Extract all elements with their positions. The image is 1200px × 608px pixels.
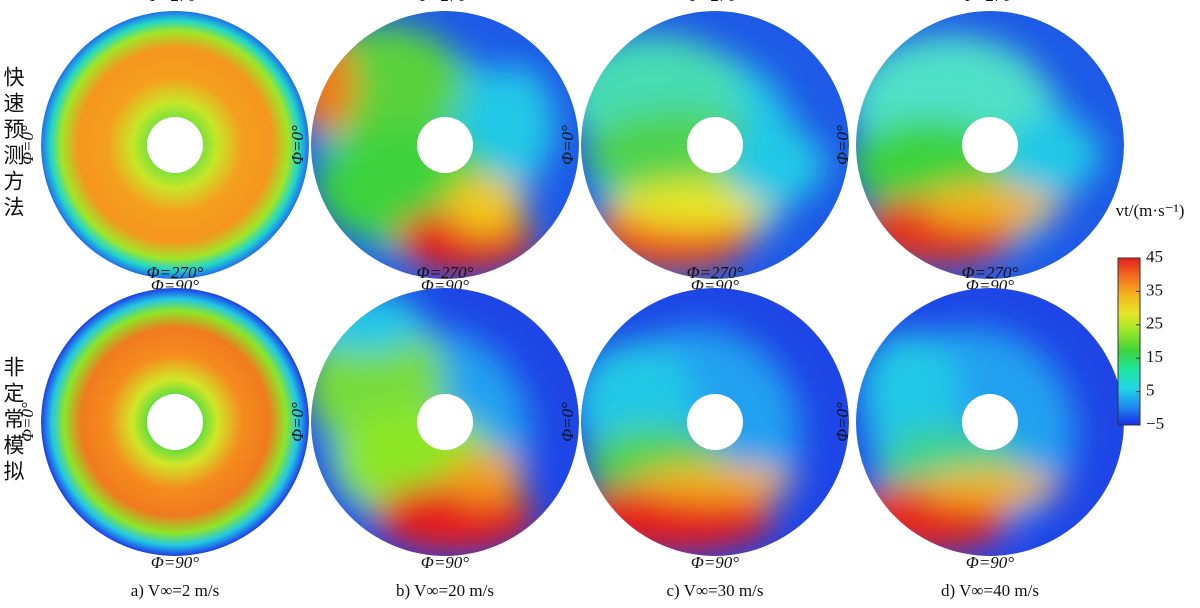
angle-label-top: Φ=270° (962, 263, 1019, 282)
hub-hole (417, 394, 473, 450)
angle-label-bottom: Φ=90° (421, 553, 469, 572)
angle-label-bottom: Φ=90° (966, 553, 1014, 572)
angle-label-left: Φ=0° (833, 125, 852, 165)
angle-label-top: Φ=270° (687, 263, 744, 282)
contour-blob (615, 180, 775, 230)
colorbar-tick-label: 45 (1146, 247, 1163, 266)
angle-label-left: Φ=0° (288, 125, 307, 165)
angle-label-top: Φ=270° (417, 263, 474, 282)
angle-label-left: Φ=0° (18, 125, 37, 165)
colorbar-tick-label: 5 (1146, 381, 1155, 400)
angle-label-top: Φ=270° (147, 263, 204, 282)
hub-hole (147, 117, 203, 173)
angle-label-left: Φ=0° (558, 402, 577, 442)
angle-label-top: Φ=270° (417, 0, 474, 5)
contour-blob (860, 332, 960, 452)
contour-blobs (581, 327, 800, 552)
contour-blob (445, 452, 525, 502)
angle-label-bottom: Φ=90° (151, 553, 199, 572)
panel-caption: d) V∞=40 m/s (941, 581, 1039, 600)
colorbar (1117, 257, 1141, 426)
contour-blob (920, 469, 1060, 505)
angle-label-left: Φ=0° (833, 402, 852, 442)
angle-label-left: Φ=0° (18, 402, 37, 442)
contour-blob (1000, 115, 1100, 195)
colorbar-tick-label: 35 (1146, 280, 1163, 299)
hub-hole (687, 117, 743, 173)
angle-label-bottom: Φ=90° (691, 553, 739, 572)
row-label: 非定常模拟 (1, 356, 25, 486)
colorbar-tick-label: 25 (1146, 314, 1163, 333)
colorbar-tick-label: 15 (1146, 347, 1163, 366)
contour-blob (311, 292, 425, 352)
angle-label-left: Φ=0° (558, 125, 577, 165)
contour-blob (920, 183, 1060, 227)
hub-hole (687, 394, 743, 450)
contour-panel (581, 11, 849, 279)
angle-label-left: Φ=0° (288, 402, 307, 442)
hub-hole (417, 117, 473, 173)
hub-hole (962, 394, 1018, 450)
panel-caption: b) V∞=20 m/s (396, 581, 494, 600)
contour-blob (445, 175, 525, 235)
panel-caption: c) V∞=30 m/s (667, 581, 764, 600)
hub-hole (147, 394, 203, 450)
contour-blob (725, 125, 825, 205)
angle-label-top: Φ=270° (962, 0, 1019, 5)
angle-label-top: Φ=270° (147, 0, 204, 5)
contour-blob (635, 464, 795, 500)
angle-label-top: Φ=270° (687, 0, 744, 5)
colorbar-tick-label: −5 (1146, 414, 1164, 433)
colorbar-title: vt/(m·s⁻¹) (1116, 201, 1185, 220)
row-label: 快速预测方法 (1, 66, 25, 222)
hub-hole (962, 117, 1018, 173)
panel-caption: a) V∞=2 m/s (131, 581, 219, 600)
contour-blob (475, 65, 555, 185)
